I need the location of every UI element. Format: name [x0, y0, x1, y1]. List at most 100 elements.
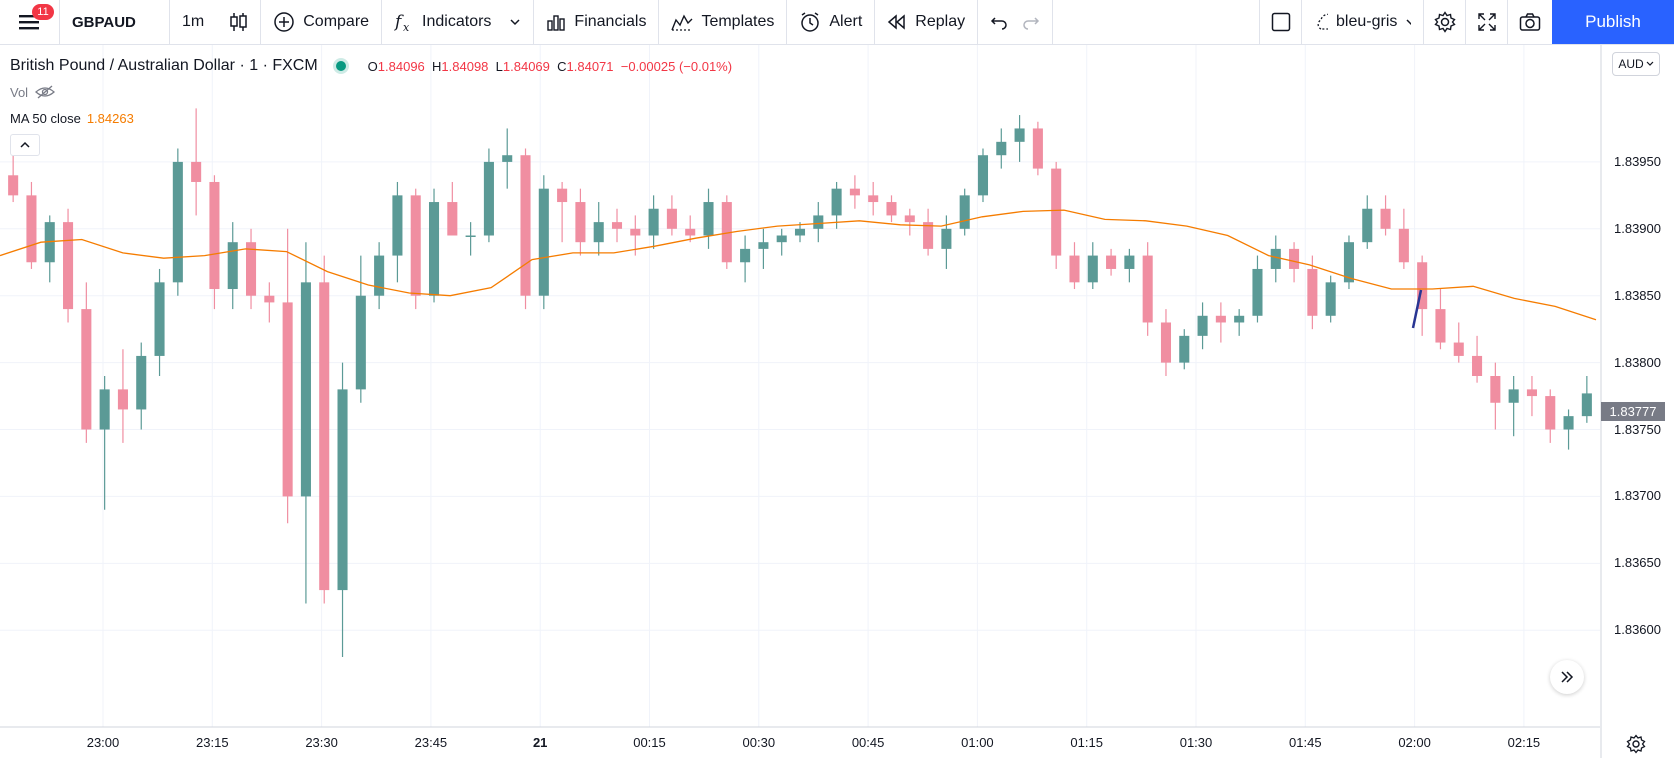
candle-body: [538, 188, 549, 296]
candle-body: [465, 235, 476, 237]
price-tick-label: 1.83800: [1614, 354, 1661, 370]
candle-body: [557, 188, 568, 203]
market-status-dot[interactable]: [335, 61, 346, 71]
candle-body: [1343, 242, 1354, 283]
candle-body: [1417, 262, 1428, 310]
scroll-to-realtime-button[interactable]: [1550, 660, 1584, 694]
time-tick-label: 21: [532, 735, 548, 750]
candle-body: [355, 295, 366, 390]
legend-vol-row[interactable]: Vol: [10, 79, 732, 105]
candle-body: [776, 235, 787, 243]
snapshot-button[interactable]: [1508, 0, 1552, 44]
templates-button[interactable]: Templates: [659, 0, 788, 44]
interval-label: 1m: [182, 13, 205, 30]
candle-body: [685, 228, 696, 236]
candle-body: [1307, 268, 1318, 316]
redo-icon[interactable]: [1022, 14, 1040, 30]
candle-body: [8, 175, 19, 196]
fullscreen-button[interactable]: [1466, 0, 1508, 44]
candle-body: [1270, 248, 1281, 269]
candle-body: [1563, 416, 1574, 430]
publish-button[interactable]: Publish: [1552, 0, 1674, 44]
candle-body: [758, 242, 769, 249]
candle-body: [264, 295, 275, 303]
time-tick-label: 01:30: [1179, 735, 1213, 750]
replay-button[interactable]: Replay: [875, 0, 979, 44]
price-tick-label: 1.83750: [1614, 421, 1661, 437]
ma-label: MA 50 close: [10, 110, 81, 126]
candle-body: [849, 188, 860, 196]
symbol-search-button[interactable]: GBPAUD: [60, 0, 170, 44]
alert-button[interactable]: Alert: [787, 0, 876, 44]
candle-body: [483, 161, 494, 236]
time-tick-label: 01:45: [1289, 735, 1322, 750]
candle-body: [1197, 315, 1208, 336]
candle-body: [1545, 396, 1556, 430]
candle-body: [904, 215, 915, 223]
candle-body: [1234, 315, 1245, 323]
undo-icon[interactable]: [990, 14, 1008, 30]
legend-ma-row[interactable]: MA 50 close 1.84263: [10, 105, 732, 131]
candle-body: [502, 155, 513, 162]
notification-badge: 11: [32, 4, 54, 20]
financials-button[interactable]: Financials: [534, 0, 660, 44]
candle-body: [959, 195, 970, 229]
eye-off-icon[interactable]: [34, 84, 56, 100]
price-tick-label: 1.83650: [1614, 555, 1661, 571]
drawn-trend-line[interactable]: [1411, 289, 1423, 329]
main-menu-button[interactable]: 11: [0, 0, 60, 44]
chevron-down-icon[interactable]: [509, 17, 521, 27]
currency-button[interactable]: AUD: [1612, 52, 1660, 76]
time-tick-label: 00:45: [851, 735, 885, 750]
candle-body: [1014, 128, 1025, 142]
candle-body: [1215, 315, 1226, 323]
candle-body: [227, 242, 238, 290]
templates-label: Templates: [701, 13, 775, 30]
candle-body: [648, 208, 659, 236]
legend-change: −0.00025 (−0.01%): [620, 58, 733, 74]
candle-body: [172, 161, 183, 283]
legend-main-row: British Pound / Australian Dollar · 1 · …: [10, 53, 732, 79]
chevron-down-icon: [1646, 61, 1654, 66]
candle-body: [630, 228, 641, 236]
candle-body: [520, 155, 531, 296]
replay-label: Replay: [915, 13, 966, 30]
candle-body: [1472, 355, 1483, 376]
top-toolbar: 11 GBPAUD 1m Compare f x Indicators: [0, 0, 1674, 45]
fullscreen-icon: [1477, 13, 1496, 31]
chart-canvas[interactable]: [0, 45, 1674, 758]
legend-title[interactable]: British Pound / Australian Dollar · 1 · …: [10, 57, 318, 74]
candle-body: [1124, 255, 1135, 269]
settings-button[interactable]: [1424, 0, 1466, 44]
interval-button[interactable]: 1m: [170, 0, 216, 44]
bar-chart-icon: [547, 15, 566, 31]
candle-body: [1087, 255, 1098, 283]
candle-body: [374, 255, 385, 296]
gear-icon[interactable]: [1626, 734, 1646, 754]
candle-body: [99, 389, 110, 430]
layout-name-label: bleu-gris: [1336, 13, 1398, 30]
candle-body: [1362, 208, 1373, 243]
price-tick-label: 1.83700: [1614, 488, 1661, 504]
candle-body: [1435, 309, 1446, 343]
compare-button[interactable]: Compare: [261, 0, 383, 44]
time-tick-label: 23:00: [86, 735, 120, 750]
time-tick-label: 01:15: [1070, 735, 1103, 750]
chart-grid: [0, 45, 1600, 727]
vol-label: Vol: [10, 84, 29, 100]
candle-body: [1106, 255, 1117, 269]
current-price-label: 1.83777: [1601, 402, 1665, 421]
candle-body: [392, 195, 403, 256]
candle-body: [886, 202, 897, 216]
chevron-down-icon: [1406, 19, 1411, 25]
legend-collapse-button[interactable]: [10, 134, 40, 156]
candle-body: [593, 222, 604, 243]
layout-name-button[interactable]: bleu-gris: [1302, 0, 1424, 44]
time-tick-label: 23:15: [196, 735, 229, 750]
candle-body: [447, 202, 458, 236]
chart-type-button[interactable]: [216, 0, 262, 44]
layout-toggle-button[interactable]: [1260, 0, 1302, 44]
candle-body: [1490, 376, 1501, 403]
camera-icon: [1519, 13, 1541, 31]
indicators-button[interactable]: f x Indicators: [382, 0, 535, 44]
